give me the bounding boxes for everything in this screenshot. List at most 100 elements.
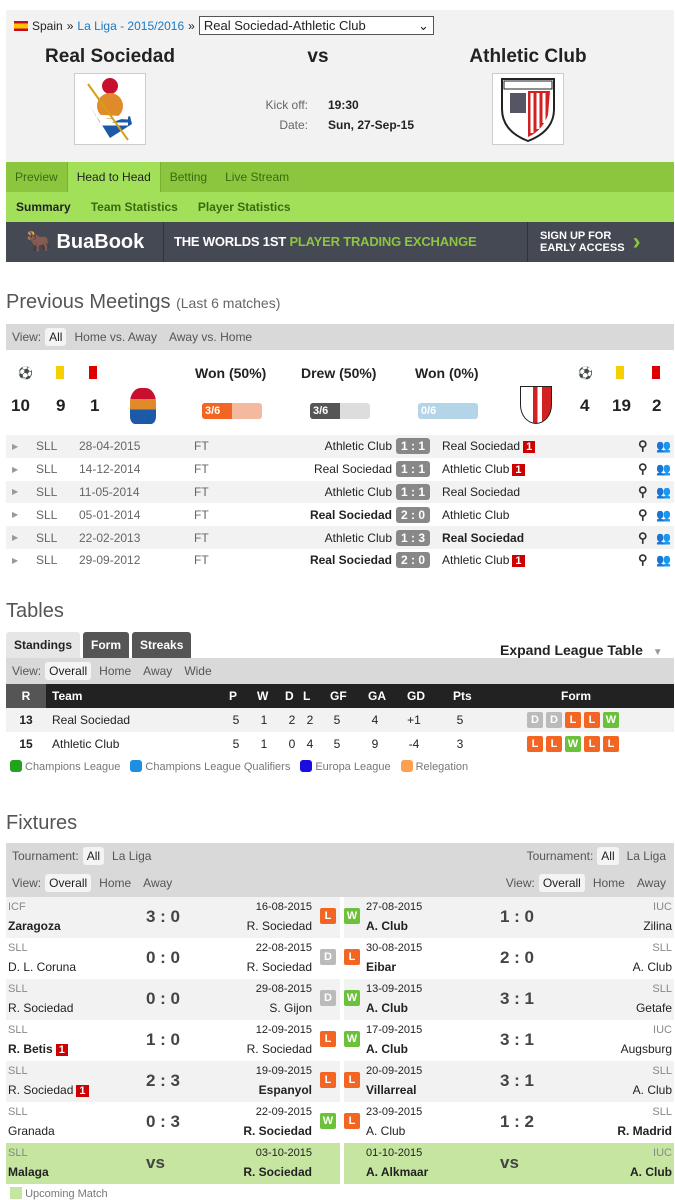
tournament-la-liga[interactable]: La Liga — [112, 849, 152, 863]
tab-head-to-head[interactable]: Head to Head — [66, 162, 161, 192]
fixture-away[interactable]: R. Madrid — [617, 1124, 672, 1138]
col-header-form[interactable]: Form — [561, 689, 591, 703]
expand-arrow-icon[interactable]: ▶ — [12, 555, 19, 565]
fixture-away[interactable]: Getafe — [635, 1001, 672, 1015]
col-header-p[interactable]: P — [229, 689, 238, 703]
fixture-score[interactable]: 3 : 1 — [500, 989, 535, 1008]
col-header-ga[interactable]: GA — [368, 689, 386, 703]
fixture-score[interactable]: 0 : 0 — [146, 948, 181, 967]
fixture-home[interactable]: R. Sociedad 1 — [8, 1083, 89, 1097]
form-badge[interactable]: W — [603, 712, 619, 728]
search-icon[interactable]: ⚲ — [638, 461, 648, 477]
form-badge[interactable]: L — [584, 735, 600, 752]
fixture-home[interactable]: Malaga — [8, 1165, 49, 1179]
view-away[interactable]: Away — [636, 876, 666, 890]
fixture-score[interactable]: 3 : 1 — [500, 1030, 535, 1049]
tab-form[interactable]: Form — [83, 632, 130, 658]
tournament-all[interactable]: All — [82, 847, 105, 865]
fixture-away[interactable]: A. Club — [632, 1083, 672, 1097]
form-badge[interactable]: W — [565, 735, 581, 752]
form-badge[interactable]: L — [603, 735, 619, 752]
fixture-home[interactable]: R. Betis 1 — [8, 1042, 68, 1056]
table-row[interactable]: ▶ SLL 22-02-2013 FT Athletic Club 1 : 3 Real S… — [6, 526, 674, 549]
fixture-score[interactable]: vs — [500, 1153, 519, 1172]
form-badge[interactable]: L — [584, 712, 600, 728]
subtab-team-statistics[interactable]: Team Statistics — [90, 200, 178, 214]
match-home-team[interactable]: Athletic Club — [324, 484, 392, 499]
fixture-away[interactable]: R. Sociedad — [243, 1124, 312, 1138]
fixture-score[interactable]: 2 : 0 — [500, 948, 535, 967]
col-header-team[interactable]: Team — [52, 689, 83, 703]
view-away-vs-home[interactable]: Away vs. Home — [168, 330, 253, 344]
fixture-home[interactable]: Zaragoza — [8, 919, 61, 933]
expand-arrow-icon[interactable]: ▶ — [12, 441, 19, 451]
fixture-score[interactable]: vs — [146, 1153, 165, 1172]
fixture-home[interactable]: D. L. Coruna — [8, 960, 76, 974]
lineups-icon[interactable]: 👥 — [656, 439, 671, 454]
fixture-home[interactable]: A. Club — [366, 919, 408, 933]
match-score[interactable]: 1 : 3 — [396, 529, 431, 546]
col-header-gd[interactable]: GD — [407, 689, 425, 703]
view-home[interactable]: Home — [99, 664, 132, 678]
fixture-score[interactable]: 1 : 2 — [500, 1112, 535, 1131]
fixture-row[interactable]: L 30-08-2015 Eibar 2 : 0 SLL A. Club — [344, 938, 674, 979]
search-icon[interactable]: ⚲ — [638, 506, 648, 522]
fixture-home[interactable]: R. Sociedad — [8, 1001, 73, 1015]
fixture-away[interactable]: Zilina — [643, 919, 672, 933]
col-header-l[interactable]: L — [303, 689, 311, 703]
expand-arrow-icon[interactable]: ▶ — [12, 533, 19, 543]
table-row[interactable]: ▶ SLL 05-01-2014 FT Real Sociedad 2 : 0 Athlet… — [6, 503, 674, 526]
fixture-row[interactable]: L 20-09-2015 Villarreal 3 : 1 SLL A. Club — [344, 1061, 674, 1102]
fixture-score[interactable]: 3 : 1 — [500, 1071, 535, 1090]
match-home-team[interactable]: Real Sociedad — [309, 507, 392, 522]
tournament-all[interactable]: All — [597, 847, 619, 865]
lineups-icon[interactable]: 👥 — [656, 484, 671, 499]
lineups-icon[interactable]: 👥 — [656, 507, 671, 522]
fixture-home[interactable]: Granada — [8, 1124, 55, 1138]
upcoming-fixture[interactable]: SLL Malaga vs 03-10-2015 R. Sociedad — [6, 1143, 340, 1184]
standings-row[interactable]: 13 Real Sociedad 5 1 2 2 5 4 +1 5 D D L L W — [6, 708, 674, 732]
match-home-team[interactable]: Real Sociedad — [313, 462, 392, 477]
fixture-row[interactable]: SLL R. Sociedad 1 2 : 3 19-09-2015 Espanyol L — [6, 1061, 340, 1102]
view-wide[interactable]: Wide — [184, 664, 212, 678]
breadcrumb-league-link[interactable]: La Liga - 2015/2016 — [77, 18, 185, 33]
view-overall[interactable]: Overall — [538, 874, 585, 892]
form-badge[interactable]: D — [546, 712, 562, 728]
fixture-home[interactable]: Villarreal — [366, 1083, 417, 1097]
table-row[interactable]: ▶ SLL 11-05-2014 FT Athletic Club 1 : 1 Real S… — [6, 480, 674, 504]
banner-cta[interactable]: SIGN UP FOR EARLY ACCESS › — [528, 230, 674, 255]
view-all[interactable]: All — [45, 328, 67, 346]
fixture-score[interactable]: 2 : 3 — [146, 1071, 181, 1090]
fixture-away[interactable]: S. Gijon — [269, 1001, 312, 1015]
col-header-w[interactable]: W — [257, 689, 269, 703]
view-overall[interactable]: Overall — [45, 662, 92, 680]
fixture-away[interactable]: R. Sociedad — [246, 1042, 312, 1056]
fixture-score[interactable]: 3 : 0 — [146, 907, 181, 926]
match-home-team[interactable]: Athletic Club — [324, 439, 392, 454]
expand-league-table[interactable]: Expand League Table ▼ — [500, 642, 663, 658]
fixture-away[interactable]: R. Sociedad — [243, 1165, 312, 1179]
match-away-team[interactable]: Athletic Club — [442, 508, 509, 522]
fixture-home[interactable]: A. Club — [366, 1124, 406, 1138]
table-row[interactable]: ▶ SLL 14-12-2014 FT Real Sociedad 1 : 1 Athlet… — [6, 458, 674, 481]
buabook-banner[interactable]: 🐂 BuaBook THE WORLDS 1ST PLAYER TRADING … — [6, 222, 674, 262]
match-home-team[interactable]: Real Sociedad — [309, 553, 392, 568]
search-icon[interactable]: ⚲ — [638, 529, 648, 545]
subtab-player-statistics[interactable]: Player Statistics — [197, 200, 291, 214]
expand-arrow-icon[interactable]: ▶ — [12, 487, 19, 497]
tab-standings[interactable]: Standings — [6, 632, 81, 658]
fixture-home[interactable]: A. Club — [366, 1001, 408, 1015]
col-header-pts[interactable]: Pts — [453, 689, 472, 703]
form-badge[interactable]: L — [527, 735, 543, 752]
search-icon[interactable]: ⚲ — [638, 438, 648, 454]
lineups-icon[interactable]: 👥 — [656, 530, 671, 545]
match-score[interactable]: 2 : 0 — [396, 552, 431, 569]
expand-arrow-icon[interactable]: ▶ — [12, 464, 19, 474]
tab-live-stream[interactable]: Live Stream — [225, 170, 290, 184]
match-select[interactable]: Real Sociedad-Athletic Club ⌄ — [198, 16, 434, 35]
away-team-logo[interactable] — [492, 73, 564, 145]
fixture-score[interactable]: 1 : 0 — [146, 1030, 181, 1049]
fixture-row[interactable]: L 23-09-2015 A. Club 1 : 2 SLL R. Madrid — [344, 1102, 674, 1143]
form-badge[interactable]: L — [565, 712, 581, 728]
match-away-team[interactable]: Real Sociedad — [442, 531, 524, 545]
